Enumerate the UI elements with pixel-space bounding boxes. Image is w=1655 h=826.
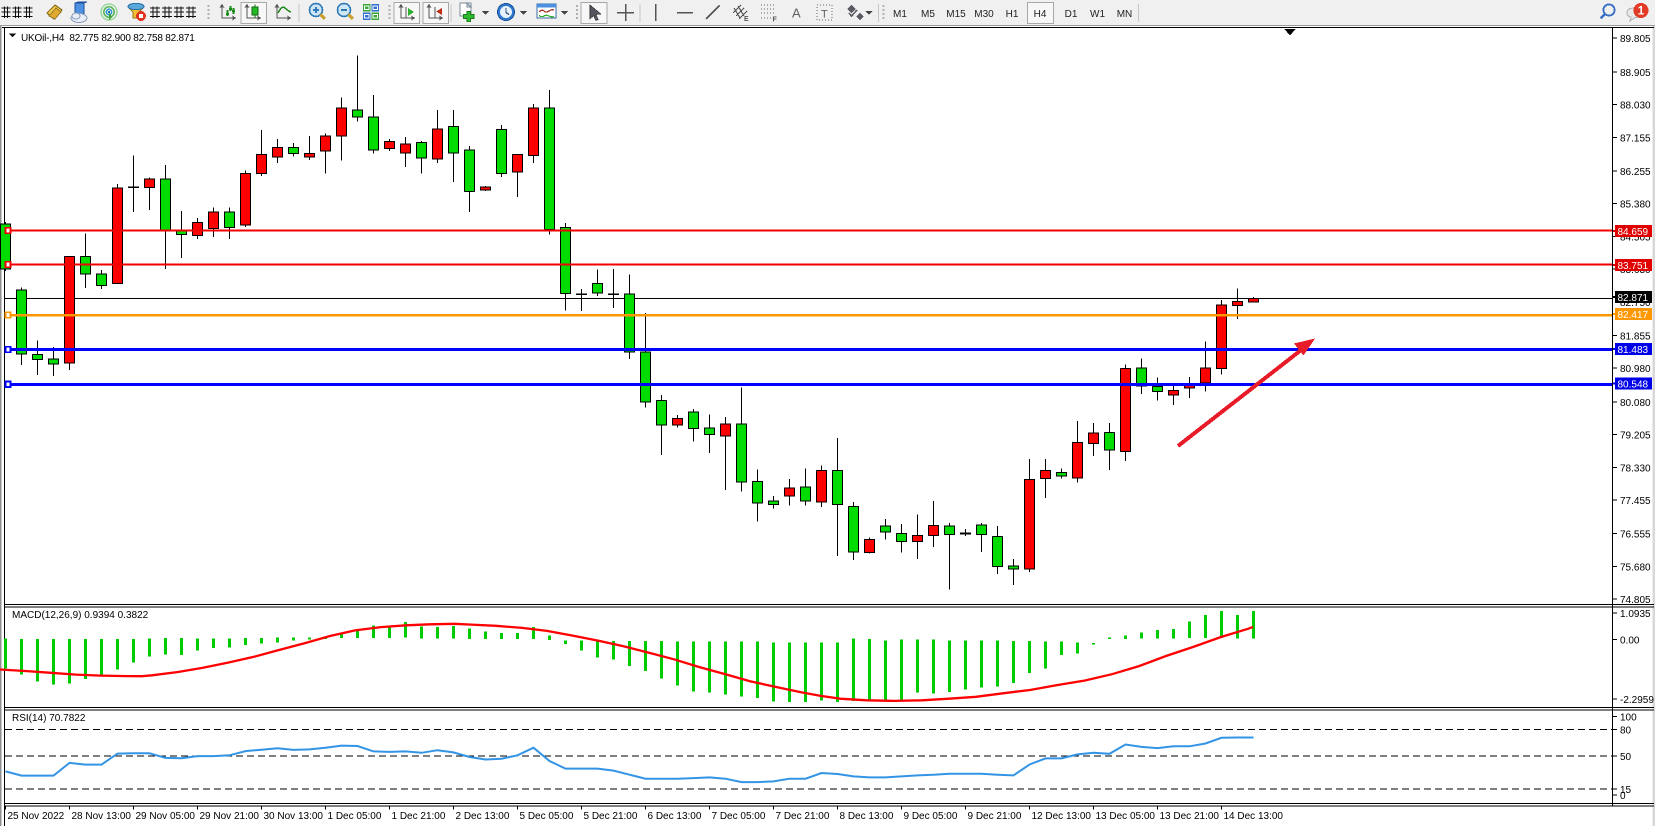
svg-text:82.750: 82.750 <box>1620 298 1651 309</box>
svg-text:M15: M15 <box>946 9 966 20</box>
svg-text:13 Dec 05:00: 13 Dec 05:00 <box>1096 811 1156 822</box>
svg-text:28 Nov 13:00: 28 Nov 13:00 <box>72 811 132 822</box>
svg-text:12 Dec 13:00: 12 Dec 13:00 <box>1032 811 1092 822</box>
svg-text:25 Nov 2022: 25 Nov 2022 <box>8 811 65 822</box>
svg-text:87.155: 87.155 <box>1620 133 1651 144</box>
svg-text:88.030: 88.030 <box>1620 101 1651 112</box>
svg-text:86.255: 86.255 <box>1620 167 1651 178</box>
svg-text:M30: M30 <box>974 9 994 20</box>
svg-text:74.805: 74.805 <box>1620 595 1651 606</box>
svg-text:6 Dec 13:00: 6 Dec 13:00 <box>648 811 702 822</box>
svg-text:MN: MN <box>1117 9 1133 20</box>
svg-text:M5: M5 <box>921 9 935 20</box>
svg-text:89.805: 89.805 <box>1620 34 1651 45</box>
svg-text:RSI(14) 70.7822: RSI(14) 70.7822 <box>12 713 86 724</box>
svg-text:D1: D1 <box>1065 9 1078 20</box>
svg-text:79.205: 79.205 <box>1620 431 1651 442</box>
svg-text:W1: W1 <box>1090 9 1105 20</box>
svg-text:81.855: 81.855 <box>1620 332 1651 343</box>
svg-text:82.871: 82.871 <box>1618 293 1649 304</box>
svg-text:UKOil-,H4 82.775 82.900 82.75: UKOil-,H4 82.775 82.900 82.758 82.871 <box>21 33 195 44</box>
svg-text:83.751: 83.751 <box>1618 261 1649 272</box>
svg-text:0: 0 <box>1620 791 1626 802</box>
svg-text:15: 15 <box>1620 785 1632 796</box>
svg-text:2 Dec 13:00: 2 Dec 13:00 <box>456 811 510 822</box>
svg-text:80.980: 80.980 <box>1620 364 1651 375</box>
svg-text:1 Dec 05:00: 1 Dec 05:00 <box>328 811 382 822</box>
svg-text:80.548: 80.548 <box>1618 380 1649 391</box>
svg-text:77.455: 77.455 <box>1620 496 1651 507</box>
svg-text:H1: H1 <box>1006 9 1019 20</box>
svg-text:T: T <box>821 9 828 21</box>
svg-text:78.330: 78.330 <box>1620 463 1651 474</box>
svg-text:100: 100 <box>1620 713 1637 724</box>
svg-text:7 Dec 21:00: 7 Dec 21:00 <box>776 811 830 822</box>
svg-text:-2.2959: -2.2959 <box>1620 695 1654 706</box>
svg-text:29 Nov 05:00: 29 Nov 05:00 <box>136 811 196 822</box>
svg-text:5 Dec 21:00: 5 Dec 21:00 <box>584 811 638 822</box>
svg-text:84.659: 84.659 <box>1618 227 1649 238</box>
svg-text:9 Dec 21:00: 9 Dec 21:00 <box>968 811 1022 822</box>
svg-text:7 Dec 05:00: 7 Dec 05:00 <box>712 811 766 822</box>
svg-text:80.080: 80.080 <box>1620 398 1651 409</box>
svg-text:30 Nov 13:00: 30 Nov 13:00 <box>264 811 324 822</box>
svg-text:29 Nov 21:00: 29 Nov 21:00 <box>200 811 260 822</box>
svg-text:81.483: 81.483 <box>1618 345 1649 356</box>
svg-text:14 Dec 13:00: 14 Dec 13:00 <box>1224 811 1284 822</box>
svg-text:82.417: 82.417 <box>1618 310 1649 321</box>
svg-text:84.505: 84.505 <box>1620 232 1651 243</box>
svg-text:0.00: 0.00 <box>1620 636 1640 647</box>
svg-text:85.380: 85.380 <box>1620 200 1651 211</box>
svg-text:A: A <box>792 6 801 21</box>
svg-text:13 Dec 21:00: 13 Dec 21:00 <box>1160 811 1220 822</box>
svg-text:75.680: 75.680 <box>1620 562 1651 573</box>
svg-text:M1: M1 <box>893 9 907 20</box>
svg-text:MACD(12,26,9) 0.9394 0.3822: MACD(12,26,9) 0.9394 0.3822 <box>12 610 149 621</box>
svg-text:1: 1 <box>1638 6 1645 18</box>
svg-text:1 Dec 21:00: 1 Dec 21:00 <box>392 811 446 822</box>
svg-text:1.0935: 1.0935 <box>1620 609 1651 620</box>
svg-text:80: 80 <box>1620 725 1632 736</box>
svg-text:76.555: 76.555 <box>1620 530 1651 541</box>
svg-text:H4: H4 <box>1034 9 1047 20</box>
svg-text:50: 50 <box>1620 752 1632 763</box>
svg-text:F: F <box>773 17 778 24</box>
svg-text:88.905: 88.905 <box>1620 68 1651 79</box>
svg-text:9 Dec 05:00: 9 Dec 05:00 <box>904 811 958 822</box>
svg-text:8 Dec 13:00: 8 Dec 13:00 <box>840 811 894 822</box>
svg-text:5 Dec 05:00: 5 Dec 05:00 <box>520 811 574 822</box>
svg-text:E: E <box>744 16 749 23</box>
